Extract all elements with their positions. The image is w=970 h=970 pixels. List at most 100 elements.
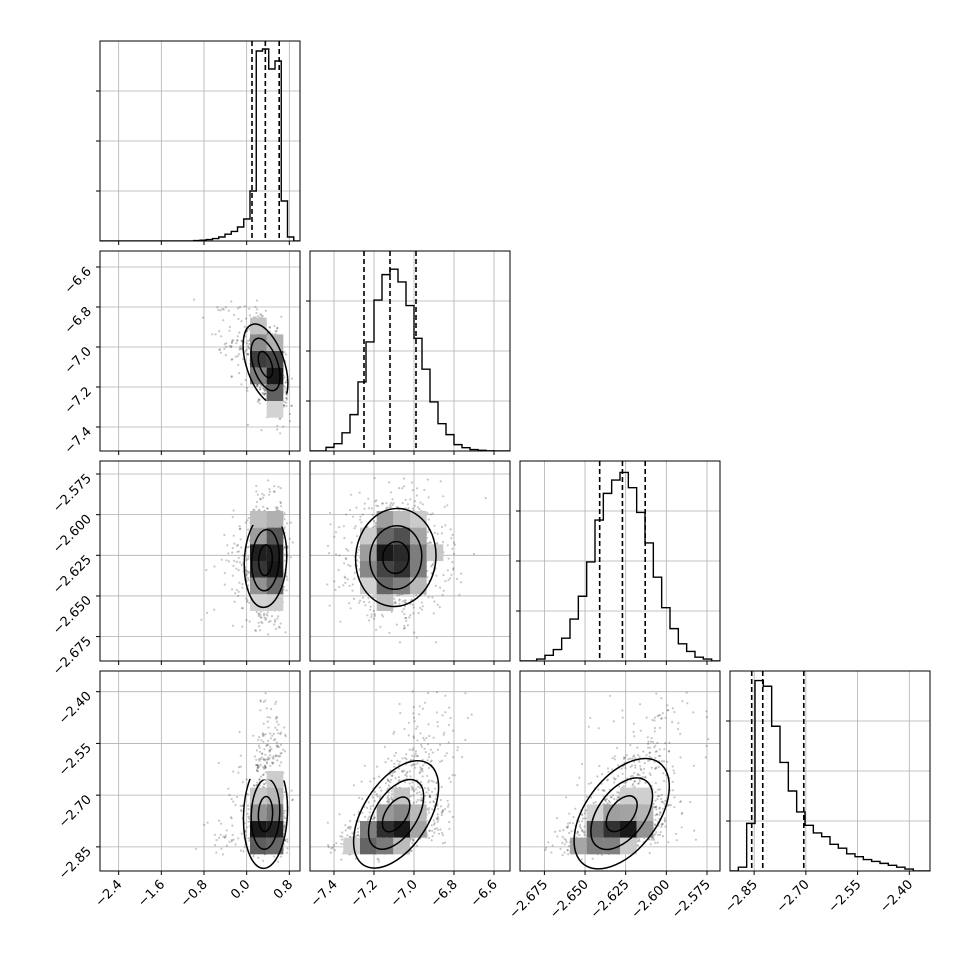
sample-point — [238, 525, 241, 528]
sample-point — [398, 599, 401, 602]
sample-point — [233, 559, 236, 563]
sample-point — [222, 319, 225, 322]
sample-point — [248, 307, 251, 310]
sample-point — [238, 347, 242, 350]
density-cell — [266, 401, 284, 418]
sample-point — [329, 851, 332, 854]
sample-point — [230, 346, 233, 349]
sample-point — [363, 507, 366, 510]
sample-point — [254, 305, 257, 308]
sample-point — [253, 509, 256, 512]
density-cell — [250, 317, 267, 335]
sample-point — [361, 596, 365, 599]
sample-point — [285, 404, 288, 408]
sample-point — [256, 766, 259, 769]
sample-point — [446, 569, 449, 572]
sample-point — [343, 562, 346, 565]
sample-point — [401, 487, 404, 490]
sample-point — [334, 531, 338, 534]
sample-point — [234, 803, 237, 807]
sample-point — [383, 745, 386, 749]
sample-point — [238, 372, 241, 375]
sample-point — [447, 557, 450, 560]
sample-point — [262, 722, 265, 725]
density-cell — [250, 561, 267, 578]
sample-point — [351, 589, 354, 592]
sample-point — [205, 568, 208, 572]
sample-point — [237, 317, 240, 320]
sample-point — [360, 521, 363, 524]
sample-point — [373, 799, 376, 803]
sample-point — [284, 381, 287, 384]
sample-point — [356, 551, 359, 554]
sample-point — [355, 506, 358, 509]
sample-point — [264, 692, 267, 695]
sample-point — [221, 853, 224, 856]
sample-point — [247, 820, 250, 823]
sample-point — [427, 542, 430, 545]
sample-point — [452, 541, 455, 544]
sample-point — [244, 568, 247, 572]
sample-point — [233, 600, 236, 603]
sample-point — [271, 756, 274, 759]
histogram-2 — [520, 471, 720, 661]
sample-point — [239, 348, 243, 351]
sample-point — [200, 618, 203, 621]
sample-point — [233, 542, 236, 545]
sample-point — [421, 775, 424, 778]
sample-point — [263, 748, 266, 751]
sample-point — [394, 777, 397, 780]
sample-point — [391, 503, 394, 507]
sample-point — [442, 809, 445, 812]
sample-point — [274, 738, 277, 741]
sample-point — [438, 606, 441, 609]
sample-point — [262, 773, 265, 776]
sample-point — [441, 842, 445, 845]
sample-point — [368, 619, 371, 622]
density-cell — [393, 527, 410, 545]
x-tick-label: −0.8 — [178, 877, 211, 910]
sample-point — [245, 342, 249, 345]
sample-point — [253, 755, 257, 758]
sample-point — [349, 607, 352, 610]
sample-point — [264, 758, 267, 761]
sample-point — [427, 766, 430, 770]
sample-point — [431, 564, 434, 567]
sample-point — [219, 309, 222, 312]
sample-point — [373, 519, 376, 523]
density-cell — [266, 367, 284, 385]
sample-point — [278, 417, 281, 420]
sample-point — [220, 335, 223, 338]
sample-point — [353, 571, 357, 574]
sample-point — [256, 400, 259, 403]
sample-point — [274, 755, 277, 758]
sample-point — [413, 500, 417, 503]
sample-point — [367, 497, 370, 500]
sample-point — [256, 384, 259, 387]
sample-point — [411, 489, 414, 492]
sample-point — [259, 629, 262, 632]
sample-point — [242, 554, 245, 557]
sample-point — [262, 767, 266, 770]
sample-point — [329, 523, 332, 526]
sample-point — [404, 498, 407, 501]
sample-point — [328, 552, 331, 555]
sample-point — [273, 855, 276, 858]
sample-point — [398, 602, 401, 605]
sample-point — [276, 617, 279, 620]
sample-point — [285, 851, 288, 854]
sample-point — [416, 844, 419, 847]
sample-point — [375, 499, 378, 502]
sample-point — [246, 519, 249, 522]
sample-point — [267, 726, 270, 729]
sample-point — [440, 532, 443, 535]
sample-point — [433, 822, 436, 825]
sample-point — [436, 748, 439, 751]
sample-point — [248, 570, 251, 573]
sample-point — [256, 781, 259, 784]
sample-point — [258, 750, 262, 753]
sample-point — [413, 720, 416, 723]
sample-point — [387, 780, 390, 783]
sample-point — [410, 598, 413, 601]
sample-point — [388, 797, 391, 801]
